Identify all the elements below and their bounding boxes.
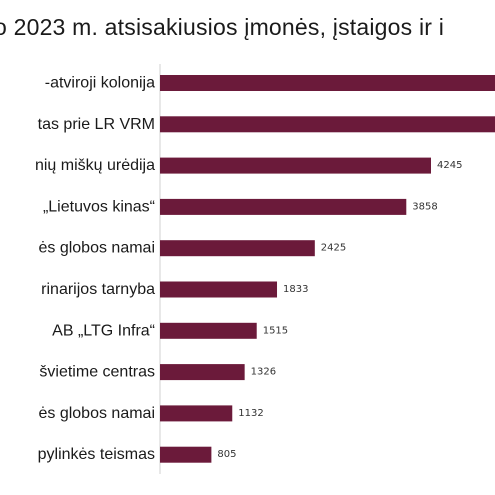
- bars-group: [160, 75, 495, 463]
- value-label-3: 3858: [412, 201, 437, 212]
- category-labels-group: -atviroji kolonija tas prie LR VRM nių miš…: [35, 75, 155, 464]
- category-label-9: pylinkės teismas: [38, 446, 155, 463]
- bar-6: [160, 322, 257, 339]
- value-label-6: 1515: [263, 325, 288, 336]
- category-label-2: nių miškų urėdija: [35, 157, 155, 174]
- bar-8: [160, 405, 233, 422]
- value-label-9: 805: [217, 449, 236, 460]
- value-label-2: 4245: [437, 160, 462, 171]
- category-label-7: švietime centras: [39, 364, 155, 381]
- category-label-0: -atviroji kolonija: [45, 75, 155, 92]
- category-label-1: tas prie LR VRM: [38, 116, 155, 133]
- category-label-4: ės globos namai: [38, 240, 155, 257]
- bar-5: [160, 281, 278, 298]
- value-label-5: 1833: [283, 284, 308, 295]
- value-label-4: 2425: [321, 243, 346, 254]
- bar-0: [160, 75, 495, 91]
- category-label-5: rinarijos tarnyba: [41, 281, 155, 298]
- bar-9: [160, 446, 212, 463]
- bar-7: [160, 364, 245, 381]
- category-label-6: AB „LTG Infra“: [52, 322, 155, 339]
- bar-3: [160, 198, 407, 215]
- value-label-7: 1326: [251, 367, 276, 378]
- category-label-8: ės globos namai: [38, 405, 155, 422]
- bar-4: [160, 240, 315, 257]
- bar-1: [160, 116, 495, 133]
- category-label-3: „Lietuvos kinas“: [43, 198, 155, 215]
- value-labels-group: 4245 3858 2425 1833 1515 1326 1132 805: [217, 160, 462, 460]
- bar-2: [160, 157, 431, 174]
- value-label-8: 1132: [238, 408, 263, 419]
